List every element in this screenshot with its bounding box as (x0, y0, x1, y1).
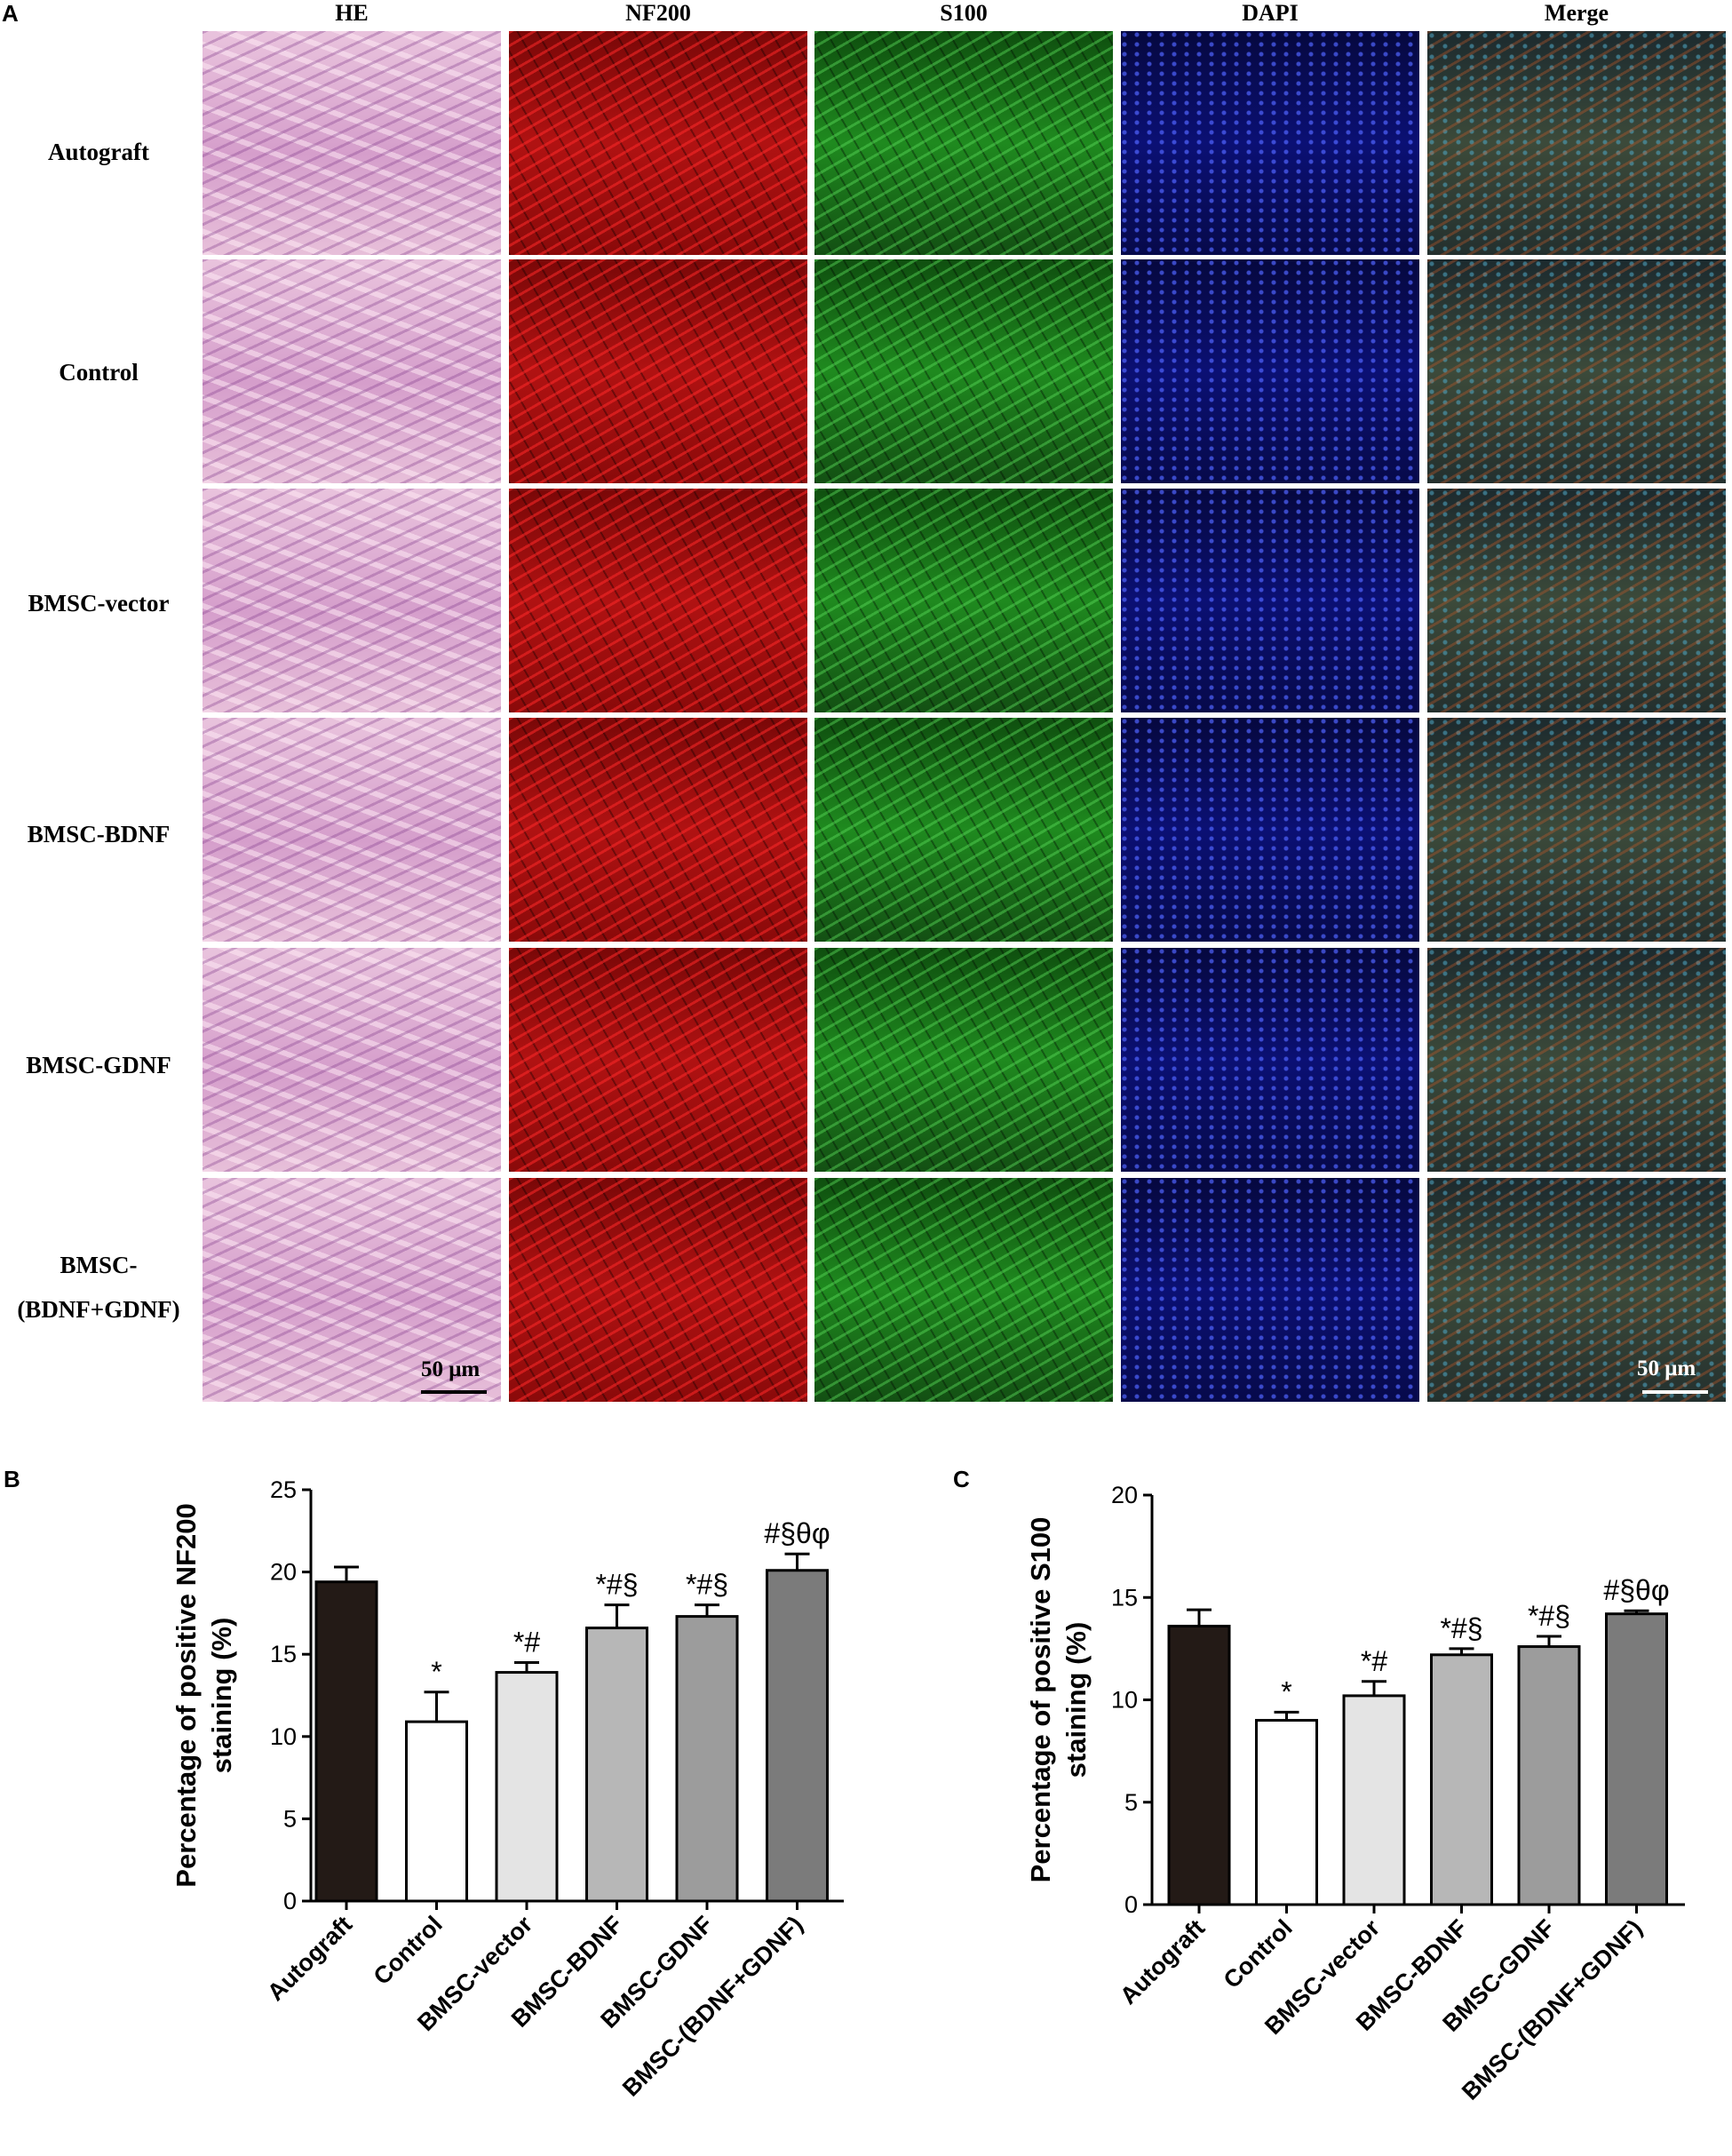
y-tick-label: 0 (283, 1888, 297, 1914)
scale-bar-label-he: 50 μm (421, 1357, 481, 1381)
micrograph-dapi-row-4 (1121, 718, 1419, 942)
scale-bar-merge (1642, 1390, 1708, 1394)
micrograph-he-row-3 (203, 489, 501, 712)
panel-a-letter: A (2, 0, 19, 27)
y-tick-label: 25 (270, 1476, 297, 1503)
micrograph-dapi-row-2 (1121, 259, 1419, 483)
bar-autograft (314, 1580, 378, 1903)
nf200-bar-chart: 0510152025Autograft*Control*#BMSC-vector… (171, 1476, 844, 2102)
bar-control (405, 1720, 468, 1903)
column-header-he: HE (335, 0, 369, 26)
y-tick-label: 5 (1124, 1789, 1138, 1816)
micrograph-merge-row-3 (1427, 489, 1726, 712)
significance-label: #§θφ (1603, 1574, 1669, 1606)
y-tick-label: 10 (1111, 1687, 1138, 1714)
column-header-nf200: NF200 (625, 0, 691, 26)
significance-label: *#§ (595, 1569, 638, 1601)
y-tick-label: 20 (1111, 1482, 1138, 1508)
micrograph-nf200-row-3 (509, 489, 807, 712)
bar-control (1255, 1719, 1318, 1906)
micrograph-merge-row-5 (1427, 948, 1726, 1172)
micrograph-he-row-2 (203, 259, 501, 483)
row-label-control: Control (59, 359, 139, 386)
significance-label: *# (1361, 1645, 1387, 1677)
significance-label: #§θφ (764, 1517, 830, 1549)
column-header-dapi: DAPI (1242, 0, 1299, 26)
bar-bmsc-gdnf (675, 1615, 739, 1903)
micrograph-dapi-row-1 (1121, 31, 1419, 255)
y-axis-label: staining (%) (206, 1618, 237, 1774)
y-tick-label: 5 (283, 1805, 297, 1832)
y-tick-label: 20 (270, 1559, 297, 1586)
bar-bmsc-gdnf (1517, 1645, 1581, 1906)
micrograph-s100-row-4 (814, 718, 1113, 942)
row-label-bmsc-bdnf-gdnf: BMSC- (BDNF+GDNF) (17, 1252, 180, 1323)
bar-bmsc-vector (1342, 1694, 1406, 1906)
y-tick-label: 15 (1111, 1584, 1138, 1611)
scale-bar-label-merge: 50 μm (1637, 1356, 1696, 1380)
bar-bmsc-bdnf (585, 1627, 648, 1903)
significance-label: *#§ (686, 1569, 728, 1601)
row-label-bmsc-bdnf: BMSC-BDNF (27, 821, 171, 847)
micrograph-merge-row-4 (1427, 718, 1726, 942)
significance-label: *#§ (1528, 1600, 1570, 1632)
micrograph-s100-row-6 (814, 1178, 1113, 1402)
column-header-s100: S100 (940, 0, 988, 26)
y-axis-label: Percentage of positive S100 (1025, 1517, 1056, 1883)
micrograph-he-row-6 (203, 1178, 501, 1402)
category-label: Autograft (262, 1911, 357, 2006)
category-label: Autograft (1115, 1914, 1210, 2009)
category-label: Control (1219, 1914, 1298, 1993)
micrograph-merge-row-1 (1427, 31, 1726, 255)
y-axis-label: Percentage of positive NF200 (171, 1503, 202, 1887)
micrograph-dapi-row-3 (1121, 489, 1419, 712)
row-label-bmsc-vector: BMSC-vector (28, 590, 170, 617)
row-label-autograft: Autograft (48, 139, 149, 165)
category-label: BMSC-(BDNF+GDNF) (1457, 1914, 1648, 2105)
significance-label: * (1281, 1675, 1291, 1707)
micrograph-he-row-4 (203, 718, 501, 942)
micrograph-dapi-row-5 (1121, 948, 1419, 1172)
micrograph-nf200-row-6 (509, 1178, 807, 1402)
micrograph-merge-row-6 (1427, 1178, 1726, 1402)
significance-label: *# (513, 1626, 540, 1658)
micrograph-s100-row-1 (814, 31, 1113, 255)
significance-label: * (431, 1656, 441, 1688)
bar-bmsc-vector (495, 1671, 559, 1903)
row-label-bmsc-gdnf: BMSC-GDNF (26, 1052, 171, 1078)
y-axis-label: staining (%) (1061, 1622, 1092, 1778)
micrograph-merge-row-2 (1427, 259, 1726, 483)
category-label: Control (369, 1911, 448, 1990)
y-tick-label: 10 (270, 1723, 297, 1750)
micrograph-nf200-row-5 (509, 948, 807, 1172)
micrograph-he-row-1 (203, 31, 501, 255)
significance-label: *#§ (1440, 1612, 1482, 1644)
micrograph-he-row-5 (203, 948, 501, 1172)
micrograph-s100-row-2 (814, 259, 1113, 483)
bar-autograft (1167, 1625, 1231, 1906)
s100-bar-chart: 05101520Autograft*Control*#BMSC-vector*#… (1025, 1482, 1685, 2105)
panel-c-letter: C (953, 1466, 970, 1492)
micrograph-s100-row-3 (814, 489, 1113, 712)
category-label: BMSC-(BDNF+GDNF) (617, 1911, 808, 2102)
bar-bmsc-(bdnf+gdnf) (766, 1569, 829, 1903)
scale-bar-he (421, 1390, 487, 1394)
micrograph-dapi-row-6 (1121, 1178, 1419, 1402)
bar-bmsc-bdnf (1430, 1653, 1493, 1906)
micrograph-nf200-row-4 (509, 718, 807, 942)
y-tick-label: 0 (1124, 1891, 1138, 1918)
column-header-merge: Merge (1544, 0, 1609, 26)
micrograph-s100-row-5 (814, 948, 1113, 1172)
bar-bmsc-(bdnf+gdnf) (1605, 1612, 1668, 1906)
micrograph-nf200-row-1 (509, 31, 807, 255)
micrograph-nf200-row-2 (509, 259, 807, 483)
panel-b-letter: B (4, 1466, 20, 1492)
y-tick-label: 15 (270, 1641, 297, 1667)
